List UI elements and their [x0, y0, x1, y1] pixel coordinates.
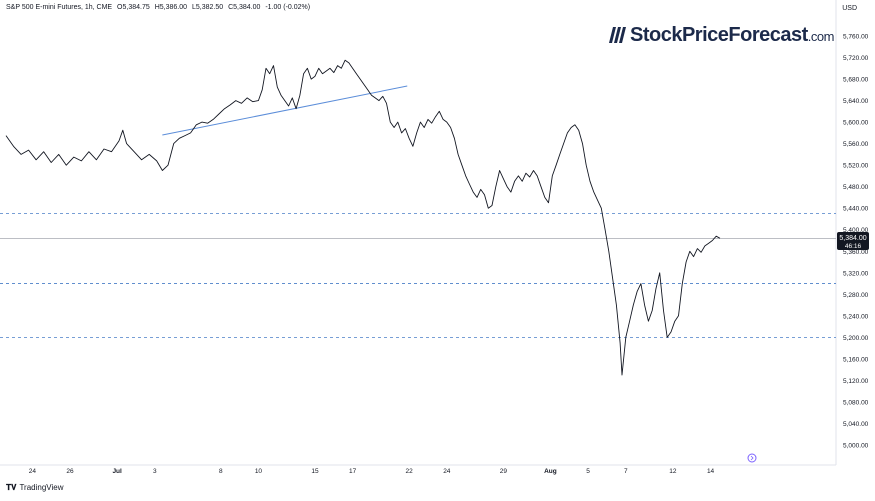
- tradingview-logo-icon: 𝐓𝐕: [6, 483, 17, 492]
- price-badge-bg: [837, 232, 869, 250]
- y-tick-label: 5,000.00: [843, 443, 869, 450]
- series-layer: [5, 59, 721, 376]
- y-tick-label: 5,640.00: [843, 98, 869, 105]
- x-tick-label: 24: [29, 468, 37, 475]
- price-badge-price: 5,384.00: [839, 235, 866, 242]
- y-tick-label: 5,120.00: [843, 378, 869, 385]
- price-axis[interactable]: 5,760.00 5,720.00 5,680.00 5,640.00 5,600.00…: [843, 34, 869, 450]
- y-tick-label: 5,200.00: [843, 335, 869, 342]
- replay-icon[interactable]: [747, 453, 757, 463]
- x-tick-label: 17: [349, 468, 357, 475]
- watermark-suffix: .com: [807, 29, 835, 44]
- currency-label[interactable]: USD: [842, 5, 857, 12]
- symbol-title[interactable]: S&P 500 E-mini Futures, 1h, CME: [6, 4, 113, 11]
- y-tick-label: 5,600.00: [843, 120, 869, 127]
- watermark-main: StockPriceForecast: [630, 24, 808, 46]
- footer-brand-text: TradingView: [19, 483, 64, 492]
- y-tick-label: 5,240.00: [843, 313, 869, 320]
- price-series-line: [5, 59, 721, 376]
- y-tick-label: 5,280.00: [843, 292, 869, 299]
- x-tick-label: 14: [707, 468, 715, 475]
- y-tick-label: 5,360.00: [843, 249, 869, 256]
- levels-layer: [0, 213, 836, 338]
- x-tick-label: 3: [153, 468, 157, 475]
- x-tick-label: 5: [586, 468, 590, 475]
- y-tick-label: 5,320.00: [843, 270, 869, 277]
- y-tick-label: 5,040.00: [843, 421, 869, 428]
- y-tick-label: 5,680.00: [843, 77, 869, 84]
- price-badge-countdown: 46:16: [845, 243, 862, 250]
- watermark: StockPriceForecast.com: [607, 24, 834, 49]
- x-tick-label: Aug: [544, 468, 557, 475]
- footer-brand[interactable]: 𝐓𝐕 TradingView: [6, 483, 64, 493]
- y-tick-label: 5,560.00: [843, 141, 869, 148]
- trendline-layer[interactable]: [162, 85, 408, 136]
- y-tick-label: 5,760.00: [843, 34, 869, 41]
- x-tick-label: Jul: [112, 468, 122, 475]
- high-value: H5,386.00: [154, 4, 188, 11]
- y-tick-label: 5,080.00: [843, 399, 869, 406]
- trendline: [162, 85, 408, 136]
- x-tick-label: 15: [311, 468, 319, 475]
- low-value: L5,382.50: [191, 4, 224, 11]
- price-badge: 5,384.00 46:16: [837, 232, 869, 250]
- y-tick-label: 5,480.00: [843, 184, 869, 191]
- y-tick-label: 5,520.00: [843, 163, 869, 170]
- y-tick-label: 5,440.00: [843, 206, 869, 213]
- x-tick-label: 10: [255, 468, 263, 475]
- close-value: C5,384.00: [228, 4, 261, 11]
- legend-header: S&P 500 E-mini Futures, 1h, CME O5,384.7…: [6, 4, 313, 11]
- x-tick-label: 29: [500, 468, 508, 475]
- y-tick-label: 5,720.00: [843, 55, 869, 62]
- x-tick-label: 7: [624, 468, 628, 475]
- open-value: O5,384.75: [117, 4, 150, 11]
- time-axis[interactable]: 24 26 Jul 3 8 10 15 17 22 24 29 Aug 5 7 12 14: [29, 468, 715, 475]
- x-tick-label: 26: [66, 468, 74, 475]
- change-value: -1.00 (-0.02%): [265, 4, 311, 11]
- x-tick-label: 22: [406, 468, 414, 475]
- x-tick-label: 24: [443, 468, 451, 475]
- y-tick-label: 5,400.00: [843, 227, 869, 234]
- x-tick-label: 12: [669, 468, 677, 475]
- x-tick-label: 8: [219, 468, 223, 475]
- stripes-logo-icon: [607, 26, 627, 49]
- y-tick-label: 5,160.00: [843, 356, 869, 363]
